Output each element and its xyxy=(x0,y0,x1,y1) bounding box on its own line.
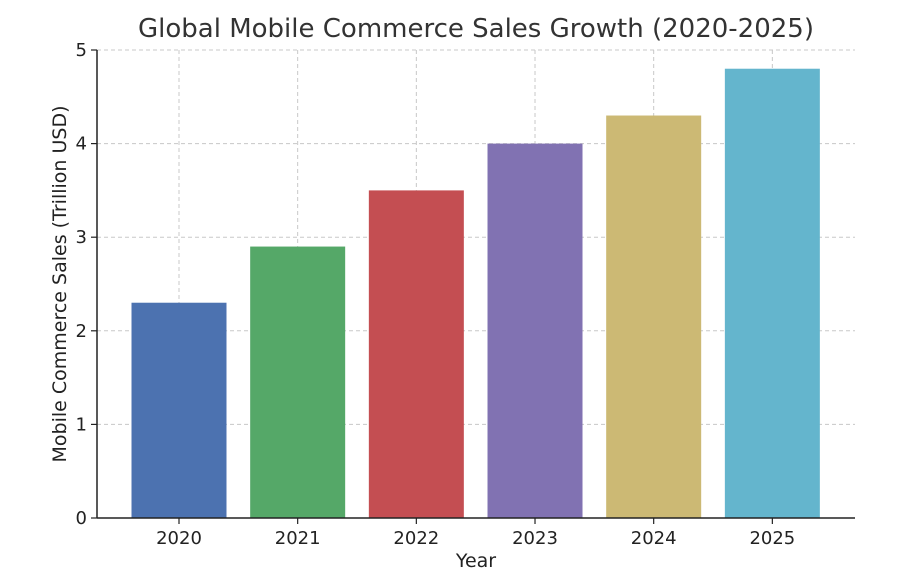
x-tick-label: 2022 xyxy=(393,528,439,549)
bar-2023 xyxy=(487,143,583,518)
x-tick-label: 2020 xyxy=(156,528,202,549)
x-axis-label: Year xyxy=(455,550,496,572)
x-axis-ticks: 2020 2021 2022 2023 2024 2025 xyxy=(156,518,795,549)
bar-2022 xyxy=(368,190,464,518)
bar-2025 xyxy=(724,68,820,518)
y-tick-label: 1 xyxy=(76,414,87,435)
y-tick-label: 4 xyxy=(76,134,87,155)
y-axis-label: Mobile Commerce Sales (Trillion USD) xyxy=(49,105,71,462)
y-tick-label: 5 xyxy=(76,40,87,61)
y-tick-label: 0 xyxy=(76,508,87,529)
chart-title: Global Mobile Commerce Sales Growth (202… xyxy=(138,14,814,44)
x-tick-label: 2025 xyxy=(749,528,795,549)
y-tick-label: 3 xyxy=(76,227,87,248)
bar-2024 xyxy=(606,115,702,519)
x-tick-label: 2024 xyxy=(631,528,677,549)
axes xyxy=(96,50,855,519)
x-tick-label: 2021 xyxy=(275,528,321,549)
bar-2020 xyxy=(131,302,227,518)
x-tick-label: 2023 xyxy=(512,528,558,549)
bar-2021 xyxy=(250,246,346,518)
y-axis-ticks: 0 1 2 3 4 5 xyxy=(76,40,97,529)
bars xyxy=(131,68,820,519)
y-tick-label: 2 xyxy=(76,321,87,342)
